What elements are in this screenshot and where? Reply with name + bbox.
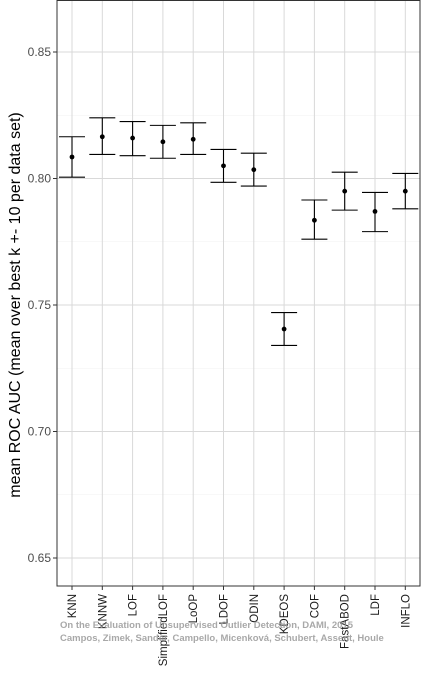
mean-point: [312, 217, 317, 223]
marks: [59, 117, 419, 347]
x-tick-label: COF: [309, 594, 321, 618]
mean-point: [69, 154, 75, 160]
y-tick-label: 0.70: [28, 425, 52, 439]
x-tick-label: LOF: [128, 594, 140, 616]
watermark-line2: Campos, Zimek, Sander, Campello, Micenko…: [60, 633, 384, 644]
mean-point: [99, 134, 105, 140]
x-tick-label: FastABOD: [340, 594, 352, 649]
mean-point: [372, 208, 378, 214]
mean-point: [251, 167, 257, 173]
x-tick-label: KDEOS: [279, 594, 291, 635]
mean-point: [221, 163, 226, 169]
mean-point: [342, 188, 348, 194]
grid: [57, 0, 420, 586]
panel-border: [56, 0, 421, 587]
x-tick-label: SimplifiedLOF: [158, 594, 170, 666]
mean-point: [190, 136, 196, 142]
y-tick-label: 0.80: [28, 172, 52, 186]
x-tick-label: INFLO: [400, 594, 412, 628]
mean-point: [281, 326, 287, 332]
x-tick-label: KNNW: [97, 594, 109, 629]
x-tick-label: KNN: [67, 594, 79, 618]
mean-point: [160, 139, 166, 145]
x-tick-label: ODIN: [249, 594, 261, 623]
x-tick-label: LoOP: [188, 594, 200, 624]
y-tick-label: 0.85: [28, 45, 52, 59]
watermark-line1: On the Evaluation of Unsupervised Outlie…: [60, 620, 354, 631]
x-tick-label: LDF: [370, 594, 382, 616]
mean-point: [402, 188, 408, 194]
labels: 0.65 0.70 0.75 0.80 0.85 KNN KNNW LOF Simplified…: [28, 45, 413, 666]
x-tick-label: LDOF: [219, 594, 231, 625]
axes: [53, 0, 421, 590]
y-axis-label: mean ROC AUC (mean over best k +- 10 per…: [7, 112, 24, 498]
mean-point: [130, 135, 136, 141]
y-tick-label: 0.75: [28, 298, 52, 312]
y-tick-label: 0.65: [28, 551, 52, 565]
